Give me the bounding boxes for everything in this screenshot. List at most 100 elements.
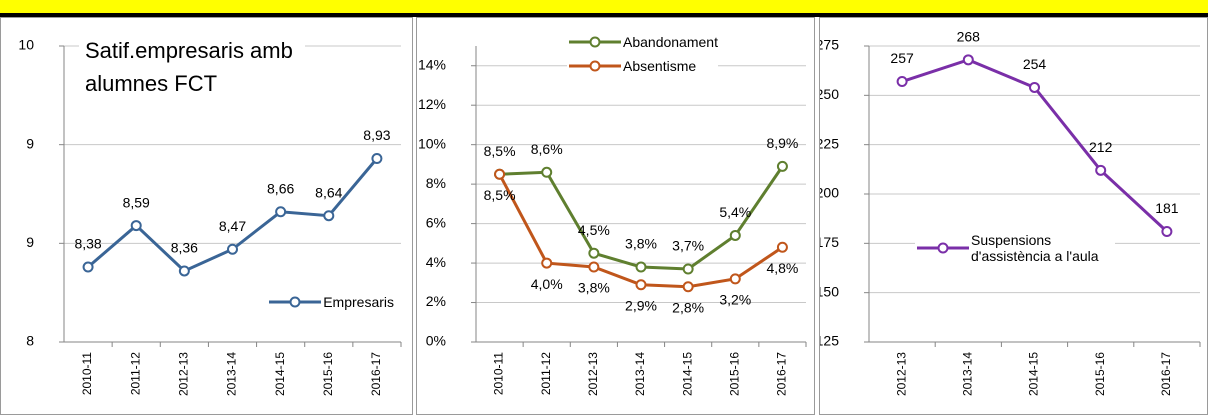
chart: 8 9 9 10 2010-11 2011-12 2012-13 2013-14 2014-15… bbox=[18, 37, 402, 396]
x-tick-label: 2012-13 bbox=[894, 352, 908, 396]
point bbox=[729, 273, 741, 285]
legend-entry: Absentisme bbox=[567, 54, 718, 78]
x-tick-label: 2015-16 bbox=[1093, 352, 1107, 396]
y-tick-label: 6% bbox=[426, 214, 446, 230]
data-label: 5,4% bbox=[719, 204, 751, 220]
x-tick-label: 2015-16 bbox=[727, 352, 741, 396]
legend: Suspensions d'assistència a l'aula bbox=[915, 232, 1115, 264]
x-tick-label: 2013-14 bbox=[633, 352, 647, 396]
data-label: 8,5% bbox=[484, 187, 516, 203]
point bbox=[1161, 225, 1173, 237]
x-tick-label: 2014-15 bbox=[273, 352, 287, 396]
legend-marker bbox=[589, 60, 601, 72]
legend-entry: Suspensions d'assistència a l'aula bbox=[915, 232, 1115, 264]
x-tick-label: 2010-11 bbox=[80, 352, 94, 395]
y-tick-label: 125 bbox=[820, 333, 839, 349]
y-tick-label: 200 bbox=[820, 185, 839, 201]
data-label: 4,5% bbox=[578, 222, 610, 238]
x-tick-label: 2015-16 bbox=[321, 352, 335, 396]
point bbox=[541, 257, 553, 269]
legend-label: Abandonament bbox=[623, 34, 718, 50]
legend: Empresaris bbox=[267, 290, 394, 314]
legend-label: Suspensions d'assistència a l'aula bbox=[971, 232, 1099, 264]
y-tick-label: 250 bbox=[820, 86, 839, 102]
point bbox=[896, 76, 908, 88]
point bbox=[635, 279, 647, 291]
y-tick-label: 2% bbox=[426, 293, 446, 309]
legend: Abandonament Absentisme bbox=[567, 30, 718, 78]
legend-entry: Abandonament bbox=[567, 30, 718, 54]
point bbox=[1095, 164, 1107, 176]
data-label: 2,9% bbox=[625, 297, 657, 313]
data-label: 4,8% bbox=[766, 260, 798, 276]
y-tick-label: 175 bbox=[820, 234, 839, 250]
chart-title: Satif.empresaris amb alumnes FCT bbox=[79, 34, 305, 100]
point bbox=[82, 261, 94, 273]
x-tick-label: 2016-17 bbox=[1159, 352, 1173, 396]
point bbox=[178, 265, 190, 277]
legend-swatch bbox=[569, 60, 621, 72]
legend-marker bbox=[589, 36, 601, 48]
data-label: 3,7% bbox=[672, 238, 704, 254]
legend-label: Empresaris bbox=[323, 294, 394, 310]
x-tick-label: 2011-12 bbox=[539, 352, 553, 395]
y-tick-label: 0% bbox=[426, 333, 446, 349]
point bbox=[275, 206, 287, 218]
x-tick-label: 2012-13 bbox=[586, 352, 600, 396]
y-tick-label: 4% bbox=[426, 254, 446, 270]
data-label: 2,8% bbox=[672, 299, 704, 315]
data-label: 3,2% bbox=[719, 292, 751, 308]
y-tick-label: 275 bbox=[820, 37, 839, 53]
x-tick-label: 2011-12 bbox=[128, 352, 142, 395]
data-label: 8,66 bbox=[267, 180, 294, 196]
data-label: 268 bbox=[957, 29, 981, 45]
data-label: 181 bbox=[1155, 200, 1179, 216]
x-tick-label: 2014-15 bbox=[680, 352, 694, 396]
data-label: 8,59 bbox=[123, 194, 150, 210]
chart-panel: 8 9 9 10 2010-11 2011-12 2012-13 2013-14 2014-15… bbox=[0, 17, 413, 415]
data-label: 8,36 bbox=[171, 240, 198, 256]
y-tick-label: 14% bbox=[418, 56, 446, 72]
chart-panel: 125 150 175 200 225 250 275 2012-13 2013-14 2014-… bbox=[819, 17, 1208, 415]
point bbox=[588, 261, 600, 273]
data-label: 8,9% bbox=[766, 135, 798, 151]
data-label: 254 bbox=[1023, 56, 1047, 72]
y-tick-label: 8 bbox=[26, 333, 34, 349]
point bbox=[494, 168, 506, 180]
data-label: 3,8% bbox=[625, 236, 657, 252]
point bbox=[729, 229, 741, 241]
point bbox=[371, 152, 383, 164]
y-tick-label: 150 bbox=[820, 283, 839, 299]
x-tick-label: 2013-14 bbox=[960, 352, 974, 396]
header-band bbox=[0, 0, 1208, 17]
point bbox=[323, 210, 335, 222]
chart-panel: 0% 2% 4% 6% 8% 10% 12% 14% 2010-11 2011-12 2012-13… bbox=[416, 17, 815, 415]
point bbox=[776, 241, 788, 253]
data-label: 212 bbox=[1089, 139, 1113, 155]
legend-marker bbox=[937, 242, 949, 254]
legend-label: Absentisme bbox=[623, 58, 697, 74]
data-label: 257 bbox=[890, 50, 914, 66]
data-label: 8,6% bbox=[531, 141, 563, 157]
point bbox=[130, 220, 142, 232]
x-tick-label: 2016-17 bbox=[775, 352, 789, 396]
x-tick-label: 2014-15 bbox=[1027, 352, 1041, 396]
data-label: 8,93 bbox=[363, 127, 390, 143]
legend-entry: Empresaris bbox=[267, 290, 394, 314]
legend-swatch bbox=[269, 296, 322, 308]
point bbox=[682, 263, 694, 275]
data-label: 8,64 bbox=[315, 184, 342, 200]
y-tick-label: 225 bbox=[820, 135, 839, 151]
data-label: 3,8% bbox=[578, 280, 610, 296]
point bbox=[541, 166, 553, 178]
point bbox=[635, 261, 647, 273]
point bbox=[776, 160, 788, 172]
x-tick-label: 2016-17 bbox=[369, 352, 383, 396]
point bbox=[588, 247, 600, 259]
data-label: 8,38 bbox=[74, 236, 101, 252]
x-tick-label: 2010-11 bbox=[492, 352, 506, 395]
point bbox=[682, 281, 694, 293]
legend-swatch bbox=[569, 36, 621, 48]
y-tick-label: 10 bbox=[18, 37, 34, 53]
